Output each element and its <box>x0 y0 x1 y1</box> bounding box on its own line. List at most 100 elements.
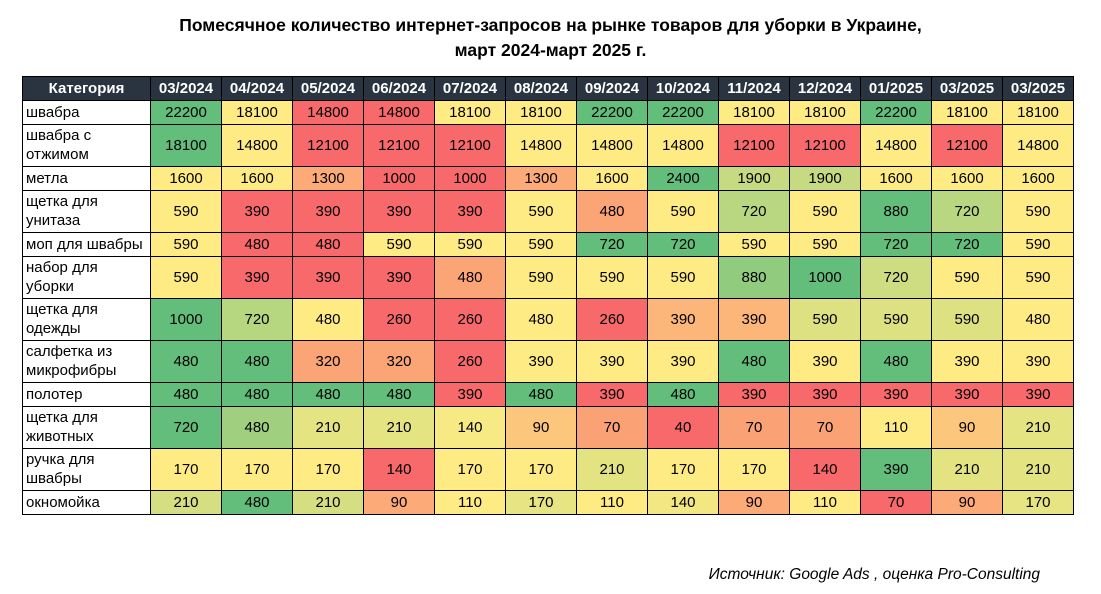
value-cell: 1600 <box>931 165 1003 191</box>
value-cell: 140 <box>789 447 861 491</box>
value-cell: 480 <box>434 255 506 299</box>
column-header: 03/2024 <box>150 75 222 101</box>
table-row: щетка для одежды 1000 720 480 260 260 480 260 39… <box>22 297 1074 341</box>
value-cell: 390 <box>789 339 861 383</box>
row-header-label: Категория <box>22 75 151 101</box>
value-cell: 390 <box>221 189 293 233</box>
value-cell: 18100 <box>505 99 577 125</box>
value-cell: 390 <box>292 189 364 233</box>
value-cell: 590 <box>931 255 1003 299</box>
value-cell: 140 <box>363 447 435 491</box>
value-cell: 260 <box>576 297 648 341</box>
value-cell: 720 <box>576 231 648 257</box>
table-row: щетка для животных 720 480 210 210 140 90 70 40 7… <box>22 405 1074 449</box>
value-cell: 590 <box>505 255 577 299</box>
column-header: 03/2025 <box>1002 75 1074 101</box>
value-cell: 18100 <box>221 99 293 125</box>
category-cell: метла <box>22 165 151 191</box>
value-cell: 1600 <box>576 165 648 191</box>
value-cell: 70 <box>576 405 648 449</box>
value-cell: 480 <box>292 297 364 341</box>
value-cell: 210 <box>292 489 364 515</box>
value-cell: 22200 <box>860 99 932 125</box>
value-cell: 390 <box>860 381 932 407</box>
value-cell: 170 <box>505 447 577 491</box>
value-cell: 590 <box>150 255 222 299</box>
value-cell: 14800 <box>1002 123 1074 167</box>
value-cell: 720 <box>718 189 790 233</box>
column-header: 03/2025 <box>931 75 1003 101</box>
value-cell: 18100 <box>150 123 222 167</box>
value-cell: 1000 <box>363 165 435 191</box>
value-cell: 1600 <box>150 165 222 191</box>
column-header: 10/2024 <box>647 75 719 101</box>
category-cell: моп для швабры <box>22 231 151 257</box>
value-cell: 70 <box>789 405 861 449</box>
value-cell: 1600 <box>221 165 293 191</box>
value-cell: 1300 <box>292 165 364 191</box>
category-cell: швабра <box>22 99 151 125</box>
value-cell: 90 <box>931 489 1003 515</box>
value-cell: 140 <box>647 489 719 515</box>
table-row: щетка для унитаза 590 390 390 390 390 590 480 59… <box>22 189 1074 233</box>
value-cell: 12100 <box>363 123 435 167</box>
value-cell: 390 <box>647 297 719 341</box>
value-cell: 590 <box>789 231 861 257</box>
value-cell: 390 <box>505 339 577 383</box>
value-cell: 390 <box>434 189 506 233</box>
value-cell: 720 <box>931 189 1003 233</box>
value-cell: 140 <box>434 405 506 449</box>
value-cell: 720 <box>647 231 719 257</box>
value-cell: 1000 <box>789 255 861 299</box>
value-cell: 480 <box>150 381 222 407</box>
value-cell: 390 <box>789 381 861 407</box>
category-cell: ручка для швабры <box>22 447 151 491</box>
category-cell: набор для уборки <box>22 255 151 299</box>
value-cell: 390 <box>931 339 1003 383</box>
value-cell: 1900 <box>718 165 790 191</box>
value-cell: 22200 <box>150 99 222 125</box>
value-cell: 14800 <box>505 123 577 167</box>
value-cell: 170 <box>150 447 222 491</box>
value-cell: 480 <box>647 381 719 407</box>
chart-title-line2: март 2024-март 2025 г. <box>454 40 647 61</box>
value-cell: 480 <box>221 405 293 449</box>
value-cell: 170 <box>505 489 577 515</box>
category-cell: щетка для одежды <box>22 297 151 341</box>
value-cell: 170 <box>1002 489 1074 515</box>
value-cell: 590 <box>647 189 719 233</box>
value-cell: 210 <box>150 489 222 515</box>
value-cell: 390 <box>1002 381 1074 407</box>
value-cell: 880 <box>860 189 932 233</box>
chart-title: Помесячное количество интернет-запросов … <box>0 0 1101 64</box>
value-cell: 590 <box>576 255 648 299</box>
value-cell: 90 <box>931 405 1003 449</box>
value-cell: 390 <box>221 255 293 299</box>
value-cell: 720 <box>221 297 293 341</box>
value-cell: 260 <box>434 297 506 341</box>
value-cell: 260 <box>363 297 435 341</box>
value-cell: 1900 <box>789 165 861 191</box>
value-cell: 170 <box>221 447 293 491</box>
value-cell: 1000 <box>434 165 506 191</box>
table-row: набор для уборки 590 390 390 390 480 590 590 590… <box>22 255 1074 299</box>
column-header: 07/2024 <box>434 75 506 101</box>
value-cell: 1300 <box>505 165 577 191</box>
value-cell: 320 <box>292 339 364 383</box>
value-cell: 12100 <box>789 123 861 167</box>
heatmap-table-container: Категория 03/2024 04/2024 05/2024 06/2024 07/… <box>22 75 1101 515</box>
value-cell: 14800 <box>647 123 719 167</box>
value-cell: 390 <box>576 381 648 407</box>
value-cell: 18100 <box>1002 99 1074 125</box>
value-cell: 390 <box>647 339 719 383</box>
value-cell: 1000 <box>150 297 222 341</box>
value-cell: 480 <box>363 381 435 407</box>
value-cell: 590 <box>718 231 790 257</box>
value-cell: 480 <box>221 381 293 407</box>
value-cell: 720 <box>860 231 932 257</box>
value-cell: 480 <box>221 339 293 383</box>
value-cell: 390 <box>860 447 932 491</box>
column-header: 11/2024 <box>718 75 790 101</box>
value-cell: 12100 <box>292 123 364 167</box>
value-cell: 480 <box>150 339 222 383</box>
